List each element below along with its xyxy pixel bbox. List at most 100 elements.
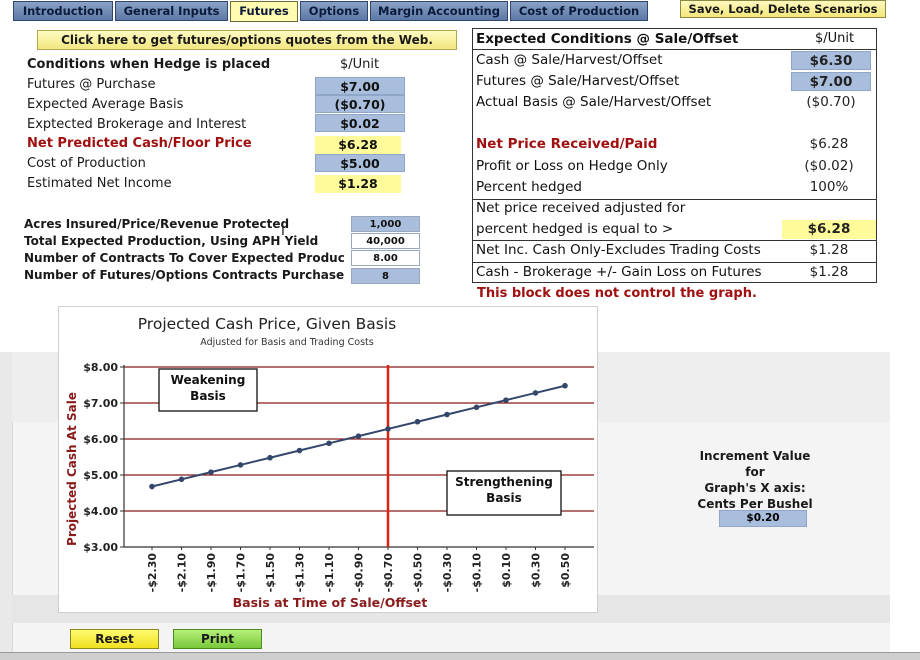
tab-margin-accounting[interactable]: Margin Accounting — [370, 1, 508, 21]
estimated-net-income-value: $1.28 — [315, 175, 401, 193]
data-point — [178, 476, 185, 483]
x-tick-label: -$0.30 — [441, 553, 454, 593]
divider — [473, 240, 876, 241]
tab-introduction[interactable]: Introduction — [13, 1, 113, 21]
data-point — [267, 454, 273, 461]
print-button[interactable]: Print — [173, 629, 262, 649]
acres-insured-value[interactable]: 1,000 — [351, 216, 420, 232]
contracts-to-cover-label: Number of Contracts To Cover Expected Pr… — [24, 251, 344, 265]
chart-subtitle: Adjusted for Basis and Trading Costs — [200, 337, 373, 348]
y-tick-label: $7.00 — [83, 397, 118, 410]
conditions-unit-header: $/Unit — [340, 57, 380, 72]
data-point — [208, 469, 214, 475]
increment-title-line: Cents Per Bushel — [697, 497, 813, 511]
total-expected-production-value: 40,000 — [351, 233, 420, 249]
expected-basis-label: Expected Average Basis — [27, 97, 184, 112]
strengthening-basis-box — [446, 470, 562, 516]
divider — [473, 199, 876, 200]
expected-basis-value[interactable]: ($0.70) — [315, 95, 405, 113]
annotation-label: Basis — [486, 491, 522, 505]
total-expected-production-label: Total Expected Production, Using APH Yie… — [24, 234, 319, 248]
net-price-received-label: Net Price Received/Paid — [476, 136, 658, 152]
contracts-to-cover-value: 8.00 — [351, 250, 420, 266]
block-note: This block does not control the graph. — [477, 286, 757, 301]
profit-loss-hedge-value: ($0.02) — [804, 158, 854, 174]
annotation-label: Weakening — [171, 373, 246, 387]
increment-title: Increment Value for Graph's X axis: Cent… — [690, 448, 820, 512]
cash-at-sale-label: Cash @ Sale/Harvest/Offset — [476, 52, 663, 68]
x-tick-label: -$1.50 — [264, 553, 277, 593]
data-point — [355, 433, 362, 439]
cost-of-production-value[interactable]: $5.00 — [315, 154, 405, 172]
y-tick-label: $4.00 — [83, 505, 118, 518]
expected-unit-header: $/Unit — [815, 31, 855, 46]
actual-basis-value: ($0.70) — [806, 94, 856, 110]
left-gutter — [0, 352, 12, 652]
net-inc-cash-only-label: Net Inc. Cash Only-Excludes Trading Cost… — [476, 242, 761, 258]
x-tick-label: -$0.50 — [412, 553, 425, 593]
chart-svg: Projected Cash Price, Given Basis Adjust… — [65, 315, 594, 610]
annotation-label: Basis — [190, 389, 226, 403]
divider — [473, 49, 876, 50]
brokerage-interest-value[interactable]: $0.02 — [315, 114, 405, 132]
data-point — [562, 382, 568, 389]
expected-conditions-header: Expected Conditions @ Sale/Offset — [476, 31, 739, 47]
x-tick-label: -$1.30 — [294, 553, 307, 593]
data-point — [444, 411, 450, 418]
futures-at-sale-value[interactable]: $7.00 — [791, 72, 871, 91]
data-point — [473, 404, 480, 411]
net-price-adjusted-value: $6.28 — [782, 220, 876, 239]
increment-value-input[interactable]: $0.20 — [719, 510, 807, 527]
chart-x-axis-label: Basis at Time of Sale/Offset — [233, 595, 428, 610]
window-bottom-edge — [0, 652, 920, 660]
cost-of-production-label: Cost of Production — [27, 156, 146, 171]
percent-hedged-label: Percent hedged — [476, 179, 582, 195]
percent-hedged-value: 100% — [809, 179, 849, 195]
net-inc-cash-only-value: $1.28 — [809, 242, 849, 258]
futures-at-purchase-value[interactable]: $7.00 — [315, 77, 405, 95]
y-tick-label: $6.00 — [83, 433, 118, 446]
tab-futures[interactable]: Futures — [230, 1, 298, 22]
divider — [473, 262, 876, 263]
data-point — [149, 483, 155, 490]
y-tick-label: $8.00 — [83, 361, 118, 374]
tab-cost-of-production[interactable]: Cost of Production — [510, 1, 648, 21]
contracts-purchased-label: Number of Futures/Options Contracts Purc… — [24, 268, 344, 282]
data-point — [296, 447, 303, 454]
cash-at-sale-value[interactable]: $6.30 — [791, 51, 871, 70]
profit-loss-hedge-label: Profit or Loss on Hedge Only — [476, 158, 668, 174]
x-tick-label: -$0.90 — [353, 553, 366, 593]
save-load-delete-scenarios-button[interactable]: Save, Load, Delete Scenarios — [680, 0, 886, 18]
data-point — [414, 418, 421, 425]
x-tick-label: -$2.10 — [176, 553, 189, 593]
data-point — [385, 426, 391, 432]
get-quotes-button[interactable]: Click here to get futures/options quotes… — [37, 30, 457, 50]
acres-insured-label: Acres Insured/Price/Revenue Protected — [24, 217, 290, 231]
weakening-basis-box — [158, 368, 258, 412]
x-tick-label: -$1.70 — [235, 553, 248, 593]
contracts-purchased-value[interactable]: 8 — [351, 268, 420, 284]
expected-conditions-box — [472, 28, 877, 283]
cash-brokerage-value: $1.28 — [809, 264, 849, 280]
y-tick-label: $5.00 — [83, 469, 118, 482]
x-tick-label: -$1.90 — [205, 553, 218, 593]
x-tick-label: -$0.10 — [471, 553, 484, 593]
data-point — [532, 390, 539, 396]
x-tick-label: -$2.30 — [146, 553, 159, 593]
increment-title-line: Graph's X axis: — [704, 481, 806, 495]
cash-brokerage-label: Cash - Brokerage +/- Gain Loss on Future… — [476, 264, 762, 280]
tab-options[interactable]: Options — [300, 1, 368, 21]
x-tick-label: $0.30 — [530, 553, 543, 588]
increment-title-line: Increment Value for — [699, 449, 811, 479]
reset-button[interactable]: Reset — [70, 629, 159, 649]
tab-general-inputs[interactable]: General Inputs — [115, 1, 228, 21]
x-tick-label: -$1.10 — [323, 553, 336, 593]
percent-hedged-equal-label: percent hedged is equal to > — [476, 221, 674, 237]
data-point — [326, 440, 332, 447]
chart-y-axis-label: Projected Cash At Sale — [65, 392, 79, 546]
net-predicted-price-label: Net Predicted Cash/Floor Price — [27, 136, 252, 151]
data-point — [237, 462, 244, 468]
net-price-received-value: $6.28 — [809, 136, 849, 152]
x-tick-label: -$0.70 — [382, 553, 395, 593]
conditions-header: Conditions when Hedge is placed — [27, 57, 271, 72]
